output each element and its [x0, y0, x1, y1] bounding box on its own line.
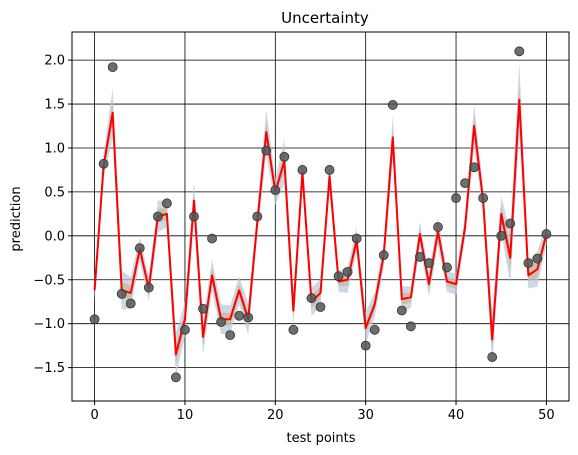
uncertainty-band [94, 62, 547, 377]
x-tick-label: 10 [177, 408, 194, 423]
observed-point [333, 271, 344, 282]
y-ticks: −1.5 −1.0 −0.5 0.0 0.5 1.0 1.5 2.0 [33, 54, 72, 376]
observed-point [143, 282, 154, 293]
prediction-line [93, 98, 548, 356]
observed-point [505, 218, 516, 229]
x-axis-label: test points [286, 431, 355, 446]
chart-title: Uncertainty [281, 9, 369, 27]
grid-lines [72, 32, 569, 401]
observed-point [152, 211, 163, 222]
observed-point [478, 193, 489, 203]
x-tick-label: 30 [357, 408, 374, 423]
observed-point [243, 312, 254, 323]
observed-point [523, 258, 534, 268]
observed-point [216, 317, 227, 327]
y-tick-label: −0.5 [33, 273, 65, 288]
uncertainty-band-outer [94, 62, 547, 377]
observed-point [414, 252, 425, 262]
observed-point [496, 230, 507, 241]
observed-point [107, 62, 118, 73]
observed-point [161, 198, 172, 209]
observed-point [396, 305, 407, 316]
observed-point [514, 46, 525, 57]
observed-point [297, 165, 308, 175]
observed-point [460, 178, 470, 189]
observed-points [89, 46, 552, 383]
observed-point [288, 324, 299, 335]
x-tick-label: 40 [448, 408, 465, 423]
observed-point [180, 324, 190, 335]
observed-point [369, 324, 380, 335]
observed-point [270, 185, 281, 196]
observed-point [171, 372, 181, 383]
observed-point [134, 243, 145, 254]
axes-frame [71, 31, 570, 402]
mean-prediction-line [93, 98, 548, 356]
observed-point [351, 233, 362, 244]
observed-point [225, 330, 236, 341]
observed-point [315, 302, 326, 312]
observed-point [469, 162, 480, 173]
y-tick-label: 1.0 [44, 141, 65, 156]
observed-point [279, 151, 290, 162]
observed-point [116, 288, 127, 299]
x-tick-label: 0 [90, 408, 98, 423]
observed-point [125, 298, 136, 309]
observed-point [387, 100, 398, 110]
observed-point [252, 211, 263, 222]
observed-point [324, 165, 335, 175]
observed-point [89, 314, 100, 325]
x-tick-label: 20 [267, 408, 284, 423]
observed-point [433, 222, 443, 232]
x-ticks: 0 10 20 30 40 50 [90, 401, 555, 423]
y-tick-label: 1.5 [44, 98, 65, 113]
observed-point [487, 352, 498, 362]
y-tick-label: 2.0 [44, 54, 65, 69]
observed-point [541, 229, 552, 239]
observed-point [378, 250, 389, 261]
y-tick-label: 0.0 [44, 229, 65, 244]
y-tick-label: −1.5 [33, 361, 65, 376]
observed-point [342, 266, 353, 277]
y-tick-label: 0.5 [44, 185, 65, 200]
y-tick-label: −1.0 [33, 317, 65, 332]
observed-point [306, 293, 317, 304]
y-axis-label: prediction [9, 186, 24, 251]
observed-point [261, 145, 272, 156]
observed-point [234, 310, 245, 321]
observed-point [442, 262, 452, 273]
observed-point [424, 258, 434, 268]
observed-point [198, 303, 208, 314]
x-tick-label: 50 [538, 408, 555, 423]
observed-point [451, 193, 461, 203]
observed-point [360, 340, 371, 351]
observed-point [98, 158, 109, 169]
observed-point [405, 321, 416, 332]
observed-point [189, 211, 199, 222]
observed-point [532, 253, 543, 264]
observed-point [207, 233, 217, 244]
